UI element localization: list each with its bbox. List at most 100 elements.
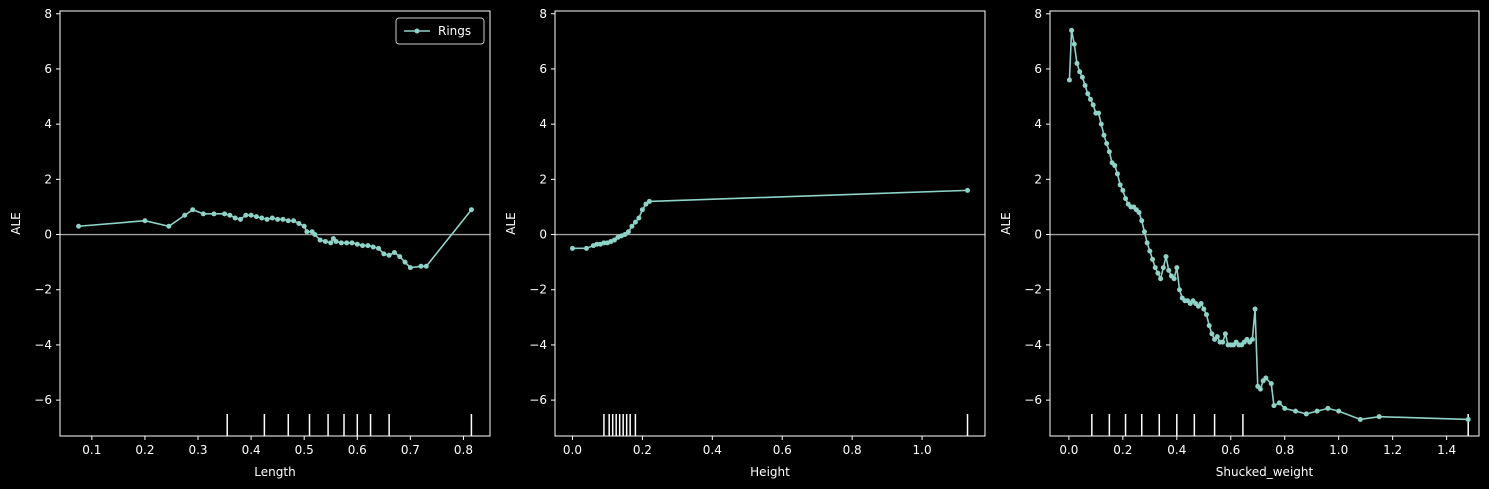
- y-tick-label: −2: [529, 283, 547, 297]
- data-point: [1220, 339, 1226, 345]
- x-tick-label: 0.1: [82, 443, 101, 457]
- x-tick-label: 0.2: [135, 443, 154, 457]
- data-point: [269, 215, 275, 221]
- data-point: [1203, 312, 1209, 318]
- axes-frame: [554, 10, 986, 437]
- data-point: [1222, 331, 1228, 337]
- x-tick-label: 0.6: [1221, 443, 1240, 457]
- data-point: [1376, 414, 1382, 420]
- data-point: [190, 207, 196, 213]
- y-tick-label: 6: [1034, 62, 1042, 76]
- data-point: [354, 241, 360, 247]
- x-tick-label: 1.0: [1329, 443, 1348, 457]
- data-point: [1071, 41, 1077, 47]
- data-point: [253, 214, 259, 220]
- y-tick-label: 4: [1034, 117, 1042, 131]
- data-point: [1079, 74, 1085, 80]
- data-point: [312, 232, 318, 238]
- x-tick-label: 0.8: [1275, 443, 1294, 457]
- y-tick-label: −2: [34, 283, 52, 297]
- data-point: [1271, 403, 1277, 409]
- x-tick-label: 0.2: [633, 443, 652, 457]
- data-point: [601, 240, 607, 246]
- data-point: [1201, 306, 1207, 312]
- y-tick-label: 6: [539, 62, 547, 76]
- data-point: [1117, 182, 1123, 188]
- data-point: [349, 240, 355, 246]
- legend-label: Rings: [438, 24, 471, 38]
- y-tick-label: 6: [44, 62, 52, 76]
- data-point: [222, 211, 228, 217]
- y-tick-label: 2: [539, 172, 547, 186]
- x-axis-label: Length: [254, 465, 295, 479]
- y-tick-label: −2: [1024, 283, 1042, 297]
- data-point: [166, 223, 172, 229]
- y-tick-label: 4: [539, 117, 547, 131]
- data-point: [338, 240, 344, 246]
- data-point: [285, 218, 291, 224]
- data-point: [370, 244, 376, 250]
- data-point: [1214, 334, 1220, 340]
- data-point: [1114, 171, 1120, 177]
- y-tick-label: 2: [1034, 172, 1042, 186]
- data-point: [301, 223, 307, 229]
- data-point: [1171, 276, 1177, 282]
- y-tick-label: 0: [1034, 228, 1042, 242]
- data-point: [200, 211, 206, 217]
- data-point: [1136, 209, 1142, 215]
- data-point: [344, 240, 350, 246]
- data-point: [632, 219, 638, 225]
- data-point: [386, 252, 392, 258]
- x-tick-label: 1.0: [913, 443, 932, 457]
- data-point: [211, 211, 217, 217]
- data-point: [418, 263, 424, 269]
- data-point: [1090, 102, 1096, 108]
- data-point: [1104, 140, 1110, 146]
- data-point: [376, 245, 382, 251]
- data-point: [643, 201, 649, 207]
- data-point: [381, 251, 387, 257]
- y-tick-label: −6: [34, 393, 52, 407]
- y-tick-label: −6: [529, 393, 547, 407]
- data-point: [1123, 196, 1129, 202]
- y-tick-label: 8: [44, 7, 52, 21]
- data-point: [965, 187, 971, 193]
- x-tick-label: 0.4: [1167, 443, 1186, 457]
- data-point: [1160, 265, 1166, 271]
- data-point: [360, 243, 366, 249]
- data-point: [1150, 256, 1156, 262]
- data-point: [1163, 254, 1169, 260]
- x-tick-label: 0.8: [454, 443, 473, 457]
- x-tick-label: 0.4: [242, 443, 261, 457]
- data-point: [1263, 375, 1269, 381]
- x-tick-label: 0.0: [1059, 443, 1078, 457]
- y-tick-label: 0: [539, 228, 547, 242]
- data-point: [594, 241, 600, 247]
- legend-box: [395, 17, 485, 45]
- data-point: [243, 212, 249, 218]
- data-point: [291, 218, 297, 224]
- y-tick-label: 8: [539, 7, 547, 21]
- data-point: [1209, 331, 1215, 337]
- data-point: [227, 212, 233, 218]
- data-point: [1276, 400, 1282, 406]
- y-tick-label: 0: [44, 228, 52, 242]
- data-point: [625, 229, 631, 235]
- data-point: [1252, 306, 1258, 312]
- data-point: [1465, 416, 1471, 422]
- data-point: [1249, 336, 1255, 342]
- x-tick-label: 0.5: [295, 443, 314, 457]
- data-point: [328, 240, 334, 246]
- data-point: [1144, 240, 1150, 246]
- y-axis-label: ALE: [9, 212, 23, 234]
- data-point: [391, 249, 397, 255]
- data-point: [248, 212, 254, 218]
- y-tick-label: −4: [34, 338, 52, 352]
- data-point: [636, 215, 642, 221]
- data-point: [1257, 386, 1263, 392]
- data-point: [646, 198, 652, 204]
- data-point: [296, 221, 302, 226]
- data-point: [639, 207, 645, 213]
- data-point: [1074, 60, 1080, 66]
- legend: Rings: [395, 17, 485, 45]
